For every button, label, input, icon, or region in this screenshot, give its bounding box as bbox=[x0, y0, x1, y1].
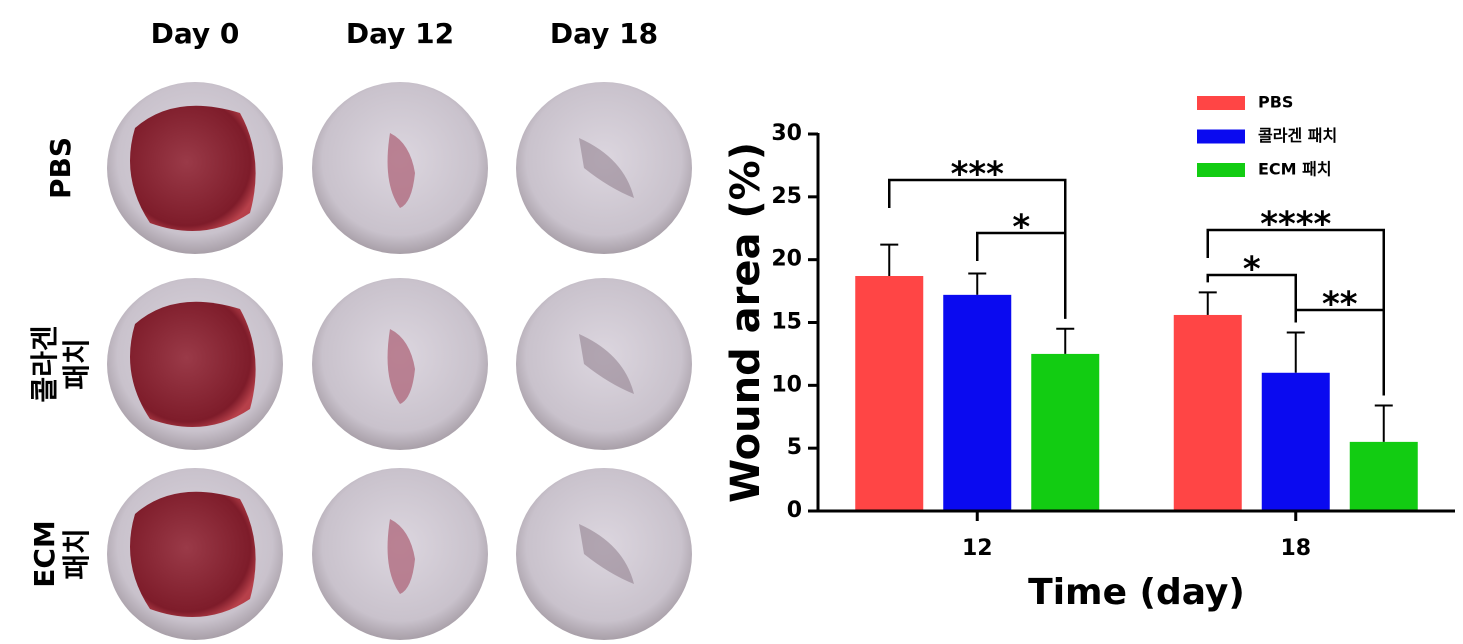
y-tick-label: 5 bbox=[787, 435, 802, 460]
row-label: ECM 패치 bbox=[28, 520, 93, 588]
wound bbox=[387, 133, 415, 208]
y-axis-label: Wound area (%) bbox=[723, 142, 769, 503]
wound bbox=[387, 519, 415, 594]
y-tick-label: 10 bbox=[771, 372, 802, 397]
wound bbox=[130, 301, 256, 427]
row-label-line: 콜라겐 bbox=[28, 325, 61, 402]
significance-label: *** bbox=[951, 155, 1005, 195]
legend-label: PBS bbox=[1258, 93, 1293, 112]
wound bbox=[130, 105, 256, 231]
column-label: Day 18 bbox=[550, 17, 658, 50]
legend-label: 콜라겐 패치 bbox=[1258, 126, 1337, 145]
row-label-line: 패치 bbox=[60, 528, 93, 580]
bar bbox=[1173, 314, 1242, 511]
y-tick-label: 20 bbox=[771, 247, 802, 272]
row-label-line: 패치 bbox=[60, 338, 93, 390]
bar bbox=[943, 294, 1012, 511]
row-label-line: ECM bbox=[28, 520, 61, 588]
significance-bracket bbox=[1294, 308, 1385, 396]
significance-label: **** bbox=[1260, 205, 1331, 245]
x-tick-label: 18 bbox=[1280, 536, 1311, 561]
significance-label: * bbox=[1243, 250, 1261, 290]
wound bbox=[579, 524, 634, 584]
wound bbox=[579, 334, 634, 394]
bar bbox=[1261, 372, 1330, 511]
row-label: PBS bbox=[44, 137, 77, 199]
bar bbox=[1349, 441, 1418, 511]
significance-bracket bbox=[1206, 273, 1297, 323]
wound bbox=[387, 329, 415, 404]
column-label: Day 12 bbox=[346, 17, 454, 50]
y-tick-label: 15 bbox=[771, 310, 802, 335]
legend-swatch bbox=[1197, 96, 1245, 110]
legend-label: ECM 패치 bbox=[1258, 160, 1332, 179]
legend-swatch bbox=[1197, 163, 1245, 177]
significance-label: * bbox=[1012, 208, 1030, 248]
chart: 0 5 10 15 20 25 30 12 18 Time (day) Wound area (%)… bbox=[723, 93, 1455, 613]
wound bbox=[579, 138, 634, 198]
significance-bracket bbox=[976, 231, 1067, 319]
y-tick-label: 30 bbox=[771, 121, 802, 146]
row-label: 콜라겐 패치 bbox=[28, 325, 93, 402]
y-tick-label: 25 bbox=[771, 184, 802, 209]
column-label: Day 0 bbox=[151, 17, 240, 50]
bar bbox=[855, 276, 924, 511]
x-axis-label: Time (day) bbox=[1028, 572, 1245, 613]
significance-label: ** bbox=[1322, 285, 1358, 325]
x-tick-label: 12 bbox=[962, 536, 993, 561]
legend: PBS 콜라겐 패치 ECM 패치 bbox=[1197, 93, 1337, 179]
y-tick-label: 0 bbox=[787, 498, 802, 523]
bar bbox=[1031, 353, 1100, 511]
legend-swatch bbox=[1197, 129, 1245, 144]
row-label-line: PBS bbox=[44, 137, 77, 199]
wound bbox=[130, 491, 256, 617]
